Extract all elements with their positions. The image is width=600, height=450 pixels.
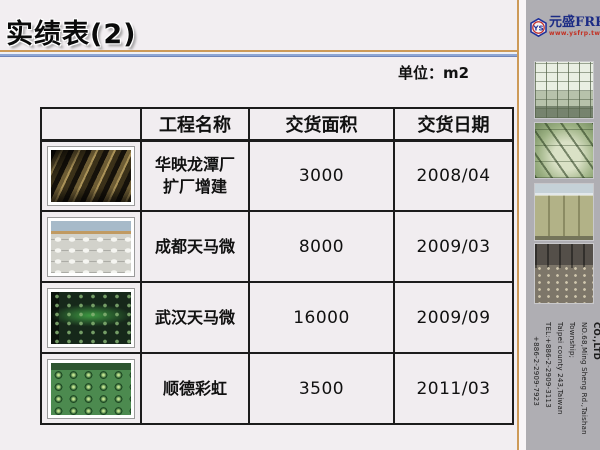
project-name: 成都天马微 bbox=[140, 210, 250, 283]
logo-website: www.ysfrp.tw bbox=[549, 30, 600, 37]
header-project-name: 工程名称 bbox=[140, 107, 250, 142]
projects-table: 工程名称 交货面积 交货日期 华映龙潭厂 扩厂增建 3000 2008/04 成… bbox=[40, 107, 514, 425]
project-photo-dotted-floor bbox=[48, 288, 134, 347]
project-name: 华映龙潭厂 扩厂增建 bbox=[140, 139, 250, 212]
project-photo-factory-truss bbox=[48, 146, 134, 205]
sidebar-white-strip bbox=[517, 0, 526, 450]
contact-line: Yuan Sheng FiberGlass CO.,LTD bbox=[591, 322, 600, 360]
delivery-area: 3000 bbox=[248, 139, 395, 212]
project-photo-construction-site bbox=[48, 217, 134, 276]
contact-info: Yuan Sheng FiberGlass CO.,LTD NO.68,Ming… bbox=[530, 322, 600, 444]
table-header-row: 工程名称 交货面积 交货日期 bbox=[40, 107, 514, 142]
contact-line: Taipei county 243,Taiwan bbox=[556, 322, 564, 415]
sidebar-photo-coffered-ceiling bbox=[535, 62, 593, 118]
sidebar-photo-frp-tank-row bbox=[535, 184, 593, 240]
divider-gap bbox=[0, 52, 527, 54]
contact-line: NO.68,Ming Sheng Rd.,Taishan Township; bbox=[568, 322, 588, 435]
contact-line: +886-2-2909-7923 bbox=[532, 336, 540, 407]
sidebar: YS 元盛FRP www.ysfrp.tw Yuan Sheng FiberGl… bbox=[526, 0, 600, 450]
header-photo-cell bbox=[40, 107, 142, 142]
header-delivery-date: 交货日期 bbox=[393, 107, 514, 142]
table-row: 华映龙潭厂 扩厂增建 3000 2008/04 bbox=[40, 139, 514, 212]
logo-badge-text: YS bbox=[532, 23, 543, 32]
logo-company-name: 元盛FRP bbox=[549, 15, 600, 30]
table-row: 武汉天马微 16000 2009/09 bbox=[40, 281, 514, 354]
ys-hexagon-icon: YS bbox=[530, 18, 547, 37]
delivery-date: 2009/03 bbox=[393, 210, 514, 283]
sidebar-photo-frp-tank-closeup bbox=[535, 123, 593, 178]
project-name: 顺德彩虹 bbox=[140, 352, 250, 425]
delivery-date: 2008/04 bbox=[393, 139, 514, 212]
delivery-area: 3500 bbox=[248, 352, 395, 425]
divider-blue-line bbox=[0, 54, 527, 57]
sidebar-photo-warehouse-floor bbox=[535, 244, 593, 303]
unit-label: 单位：m2 bbox=[398, 64, 470, 82]
project-name: 武汉天马微 bbox=[140, 281, 250, 354]
title-divider bbox=[0, 50, 527, 58]
page-title: 实绩表(2) bbox=[6, 19, 137, 50]
company-logo: YS 元盛FRP www.ysfrp.tw bbox=[529, 16, 600, 37]
delivery-area: 8000 bbox=[248, 210, 395, 283]
delivery-date: 2009/09 bbox=[393, 281, 514, 354]
delivery-area: 16000 bbox=[248, 281, 395, 354]
header-delivery-area: 交货面积 bbox=[248, 107, 395, 142]
table-row: 顺德彩虹 3500 2011/03 bbox=[40, 352, 514, 425]
divider-tan-line bbox=[0, 50, 527, 52]
table-row: 成都天马微 8000 2009/03 bbox=[40, 210, 514, 283]
delivery-date: 2011/03 bbox=[393, 352, 514, 425]
contact-line: TEL:+886-2-2909-3113 bbox=[544, 322, 552, 408]
project-photo-green-domes bbox=[48, 359, 134, 418]
